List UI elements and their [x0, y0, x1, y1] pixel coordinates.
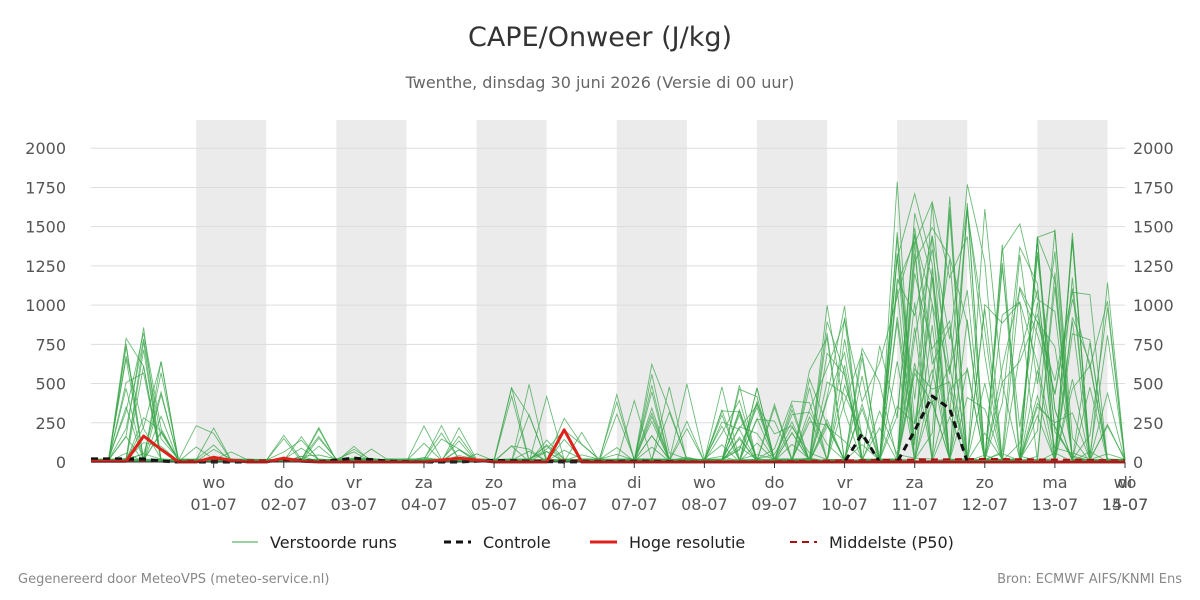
- x-tick-day-label: ma: [551, 473, 576, 492]
- cape-chart: 0 0 250 250 500 500 750 750 1000 1000 1250 1250 1500…: [25, 120, 1174, 514]
- x-tick-day-label: za: [906, 473, 924, 492]
- y-tick-label-left: 1500: [25, 218, 66, 237]
- y-tick-label-right: 1750: [1133, 178, 1174, 197]
- night-band: [336, 120, 407, 462]
- x-tick-date-label: 09-07: [751, 495, 798, 514]
- legend: Verstoorde runs Controle Hoge resolutie …: [0, 529, 1200, 555]
- x-tick-day-label: vr: [346, 473, 362, 492]
- y-tick-label-left: 500: [35, 375, 66, 394]
- x-tick-date-label: 11-07: [891, 495, 938, 514]
- legend-label-ensemble: Verstoorde runs: [270, 532, 397, 552]
- y-tick-label-right: 1500: [1133, 218, 1174, 237]
- y-tick-label-left: 2000: [25, 139, 66, 158]
- night-bands: [196, 120, 1108, 462]
- y-tick-label-right: 0: [1133, 453, 1143, 472]
- chart-subtitle: Twenthe, dinsdag 30 juni 2026 (Versie di…: [405, 73, 795, 92]
- legend-label-control: Controle: [483, 532, 551, 552]
- x-tick-day-label: do: [765, 473, 785, 492]
- x-tick-date-label: 14-07: [1102, 495, 1149, 514]
- x-tick-day-label: wo: [693, 473, 716, 492]
- x-tick-date-label: 06-07: [541, 495, 588, 514]
- y-tick-label-left: 0: [56, 453, 66, 472]
- x-tick-day-label: di: [627, 473, 642, 492]
- x-tick-date-label: 15-07: [1102, 495, 1149, 514]
- legend-swatch-ensemble: [232, 541, 258, 543]
- legend-item-hires[interactable]: Hoge resolutie: [590, 529, 745, 555]
- x-tick-date-label: 08-07: [681, 495, 728, 514]
- x-tick-date-label: 01-07: [190, 495, 237, 514]
- y-tick-label-left: 1750: [25, 178, 66, 197]
- legend-item-control[interactable]: Controle: [444, 529, 551, 555]
- x-tick-day-label: ma: [1042, 473, 1067, 492]
- x-tick-date-label: 12-07: [962, 495, 1009, 514]
- x-tick-date-label: 07-07: [611, 495, 658, 514]
- legend-swatch-median: [790, 541, 817, 543]
- x-tick-day-label: zo: [976, 473, 994, 492]
- x-tick-day-label: wo: [202, 473, 225, 492]
- footer-credit: Gegenereerd door MeteoVPS (meteo-service…: [18, 572, 330, 587]
- y-tick-label-left: 750: [35, 335, 66, 354]
- x-tick-date-label: 05-07: [471, 495, 518, 514]
- night-band: [196, 120, 267, 462]
- footer-source: Bron: ECMWF AIFS/KNMI Ens: [997, 572, 1182, 587]
- y-tick-label-right: 1250: [1133, 257, 1174, 276]
- x-tick-date-label: 02-07: [261, 495, 308, 514]
- x-tick-day-label: wo: [1114, 473, 1137, 492]
- x-tick-date-label: 13-07: [1032, 495, 1079, 514]
- legend-swatch-hires: [590, 540, 617, 544]
- y-tick-label-right: 1000: [1133, 296, 1174, 315]
- legend-item-ensemble[interactable]: Verstoorde runs: [232, 529, 397, 555]
- x-tick-day-label: za: [415, 473, 433, 492]
- legend-label-median: Middelste (P50): [829, 532, 954, 552]
- y-tick-label-right: 750: [1133, 335, 1164, 354]
- x-tick-date-label: 10-07: [821, 495, 868, 514]
- x-tick-date-label: 04-07: [401, 495, 448, 514]
- median-line: [91, 457, 1126, 463]
- x-tick-day-label: zo: [485, 473, 503, 492]
- y-tick-label-left: 1250: [25, 257, 66, 276]
- night-band: [476, 120, 547, 462]
- axes: 0 0 250 250 500 500 750 750 1000 1000 1250 1250 1500…: [25, 139, 1173, 514]
- x-tick-day-label: do: [274, 473, 294, 492]
- x-tick-day-label: vr: [837, 473, 853, 492]
- y-tick-label-right: 250: [1133, 414, 1164, 433]
- legend-label-hires: Hoge resolutie: [629, 532, 746, 552]
- y-tick-label-right: 2000: [1133, 139, 1174, 158]
- x-tick-day-label: di: [1118, 473, 1133, 492]
- y-tick-label-left: 1000: [25, 296, 66, 315]
- night-band: [616, 120, 687, 462]
- legend-swatch-control: [444, 540, 471, 544]
- chart-title: CAPE/Onweer (J/kg): [467, 22, 732, 53]
- legend-item-median[interactable]: Middelste (P50): [790, 529, 954, 555]
- x-tick-date-label: 03-07: [331, 495, 378, 514]
- y-tick-label-left: 250: [35, 414, 66, 433]
- y-tick-label-right: 500: [1133, 375, 1164, 394]
